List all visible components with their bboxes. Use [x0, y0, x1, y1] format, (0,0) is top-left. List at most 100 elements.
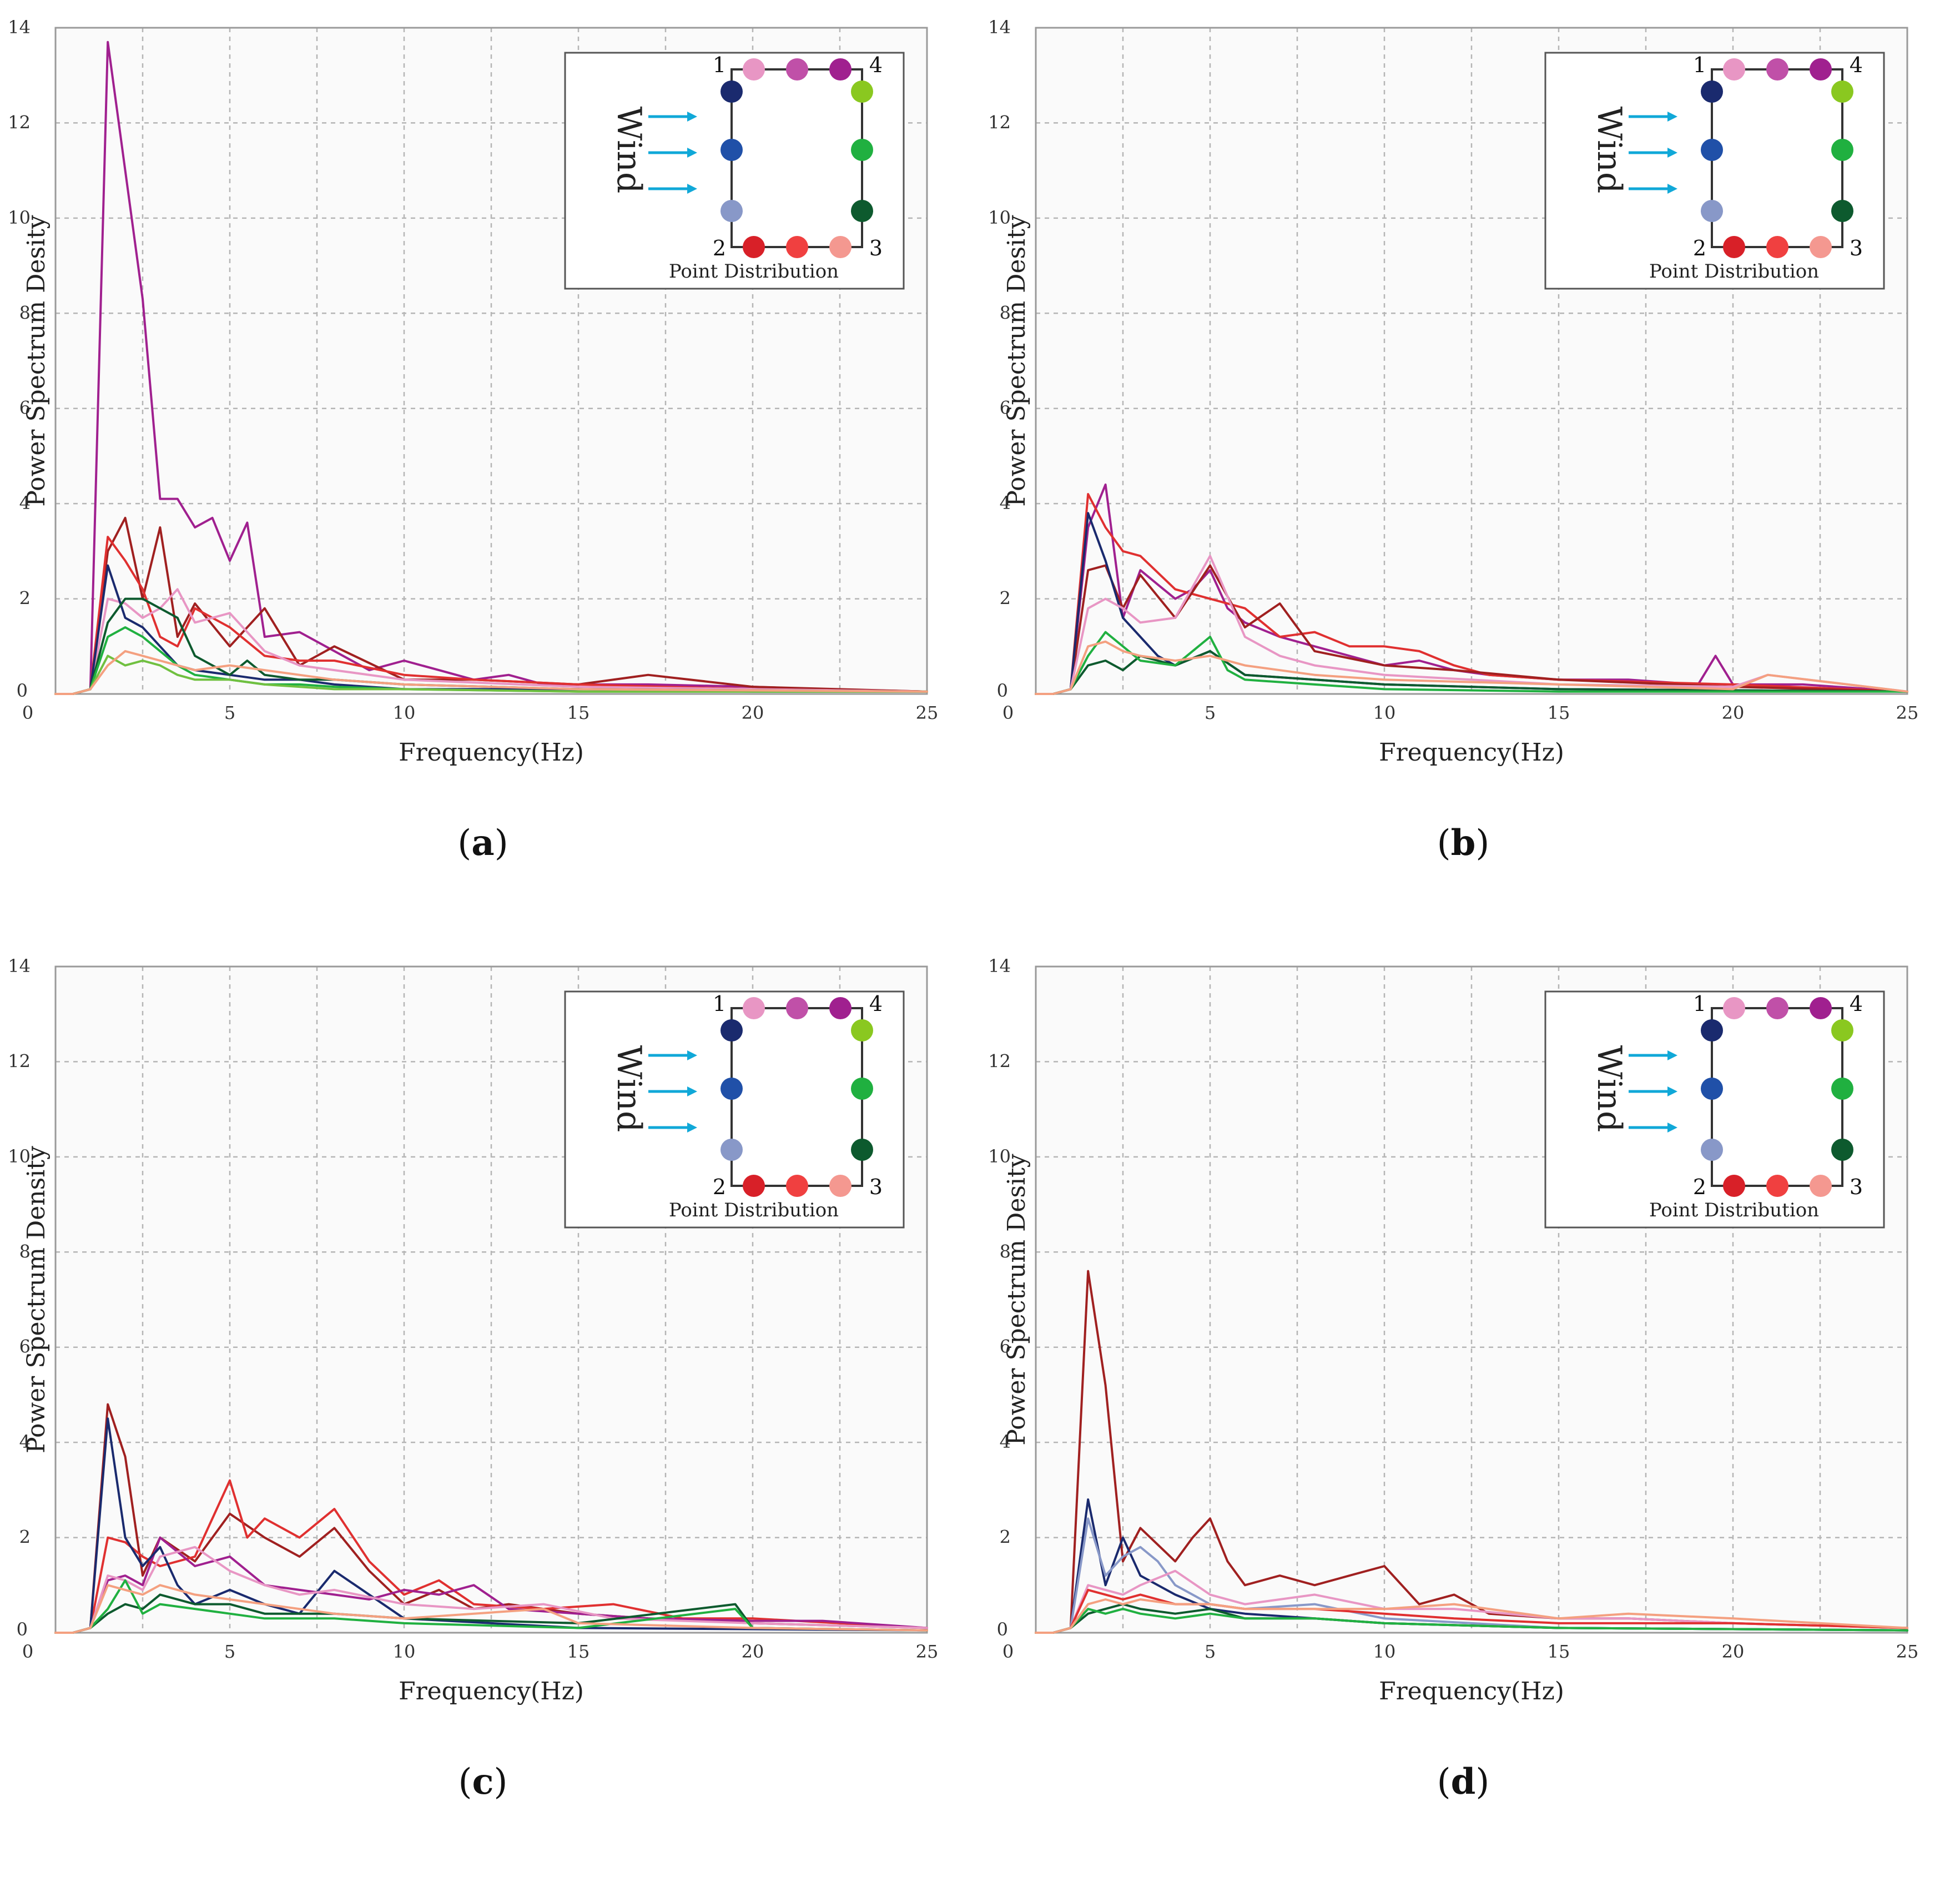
x-tick-label: 0: [1002, 702, 1014, 723]
panel-label: (b): [1437, 822, 1490, 864]
y-tick-label: 12: [8, 1050, 31, 1071]
x-tick-label: 25: [916, 702, 939, 723]
y-tick-label: 0: [17, 1619, 28, 1640]
point-dot-bottom: [743, 1175, 765, 1197]
y-axis-label: Power Spectrum Desity: [22, 215, 51, 506]
y-tick-label: 4: [19, 1431, 31, 1452]
point-dot-left: [1701, 1019, 1723, 1041]
point-dot-right: [851, 80, 873, 103]
x-tick-label: 5: [1205, 702, 1216, 723]
legend-caption: Point Distribution: [669, 260, 839, 283]
y-tick-label: 2: [1000, 1527, 1011, 1548]
y-tick-label: 4: [19, 492, 31, 514]
y-axis-label: Power Spectrum Desity: [1002, 215, 1031, 506]
panel-c: 0 5 10 15 20 25 0 2 4 6 8 10 12 14 Frequency(Hz) Power …: [0, 939, 980, 1877]
x-tick-label: 5: [224, 1641, 235, 1662]
corner-label-3: 3: [869, 236, 883, 260]
y-tick-label: 2: [1000, 588, 1011, 609]
series-line-salmon: [54, 1584, 928, 1634]
series-line-salmon: [54, 650, 928, 695]
point-dot-bottom: [1766, 236, 1788, 258]
point-dot-left: [1701, 200, 1723, 222]
point-dot-right: [851, 139, 873, 161]
y-tick-label: 12: [8, 112, 31, 133]
point-dot-top: [1766, 58, 1788, 80]
plot-frame: [54, 27, 928, 695]
legend-inset: Wind 1 2 3 4 Point Distribution: [564, 990, 905, 1229]
y-tick-label: 14: [988, 955, 1011, 977]
series-line-red: [54, 1479, 928, 1634]
series-line-dark-red: [54, 1403, 928, 1634]
wind-arrow-head: [687, 1086, 697, 1096]
plot-frame: [1035, 965, 1908, 1634]
point-dot-top: [1766, 997, 1788, 1019]
y-tick-label: 12: [988, 1050, 1011, 1071]
wind-label: Wind: [609, 107, 648, 194]
point-dot-left: [720, 139, 743, 161]
y-tick-label: 6: [1000, 1336, 1011, 1357]
point-dot-bottom: [786, 236, 808, 258]
x-tick-label: 10: [393, 1641, 416, 1662]
point-dot-bottom: [829, 1175, 851, 1197]
corner-label-3: 3: [1850, 236, 1863, 260]
point-dot-right: [1831, 1078, 1853, 1100]
point-dot-left: [720, 80, 743, 103]
x-tick-label: 0: [22, 702, 33, 723]
corner-label-4: 4: [1850, 53, 1863, 77]
wind-arrow-head: [1667, 184, 1677, 194]
corner-label-4: 4: [869, 992, 883, 1016]
point-dot-top: [786, 997, 808, 1019]
wind-arrow-head: [1667, 1123, 1677, 1133]
corner-label-1: 1: [1693, 53, 1706, 77]
x-tick-label: 10: [393, 702, 416, 723]
series-line-dark-green: [54, 1593, 928, 1634]
y-tick-label: 0: [997, 680, 1008, 701]
point-dot-right: [1831, 139, 1853, 161]
y-tick-label: 8: [19, 302, 31, 323]
series-line-pink: [54, 588, 928, 695]
point-dot-right: [1831, 1019, 1853, 1041]
point-dot-bottom: [1766, 1175, 1788, 1197]
series-line-salmon: [1035, 640, 1908, 695]
series-line-green: [1035, 631, 1908, 695]
x-tick-label: 25: [1896, 1641, 1919, 1662]
point-dot-top: [829, 58, 851, 80]
point-dot-top: [829, 997, 851, 1019]
wind-arrow-head: [687, 184, 697, 194]
point-dot-right: [851, 1019, 873, 1041]
panel-a: 0 5 10 15 20 25 0 2 4 6 8 10 12 14 Frequency(Hz) Power …: [0, 0, 980, 938]
series-line-dark-red: [1035, 564, 1908, 695]
point-dot-left: [1701, 80, 1723, 103]
wind-label: Wind: [609, 1045, 648, 1133]
x-tick-label: 5: [224, 702, 235, 723]
point-dot-bottom: [1810, 1175, 1832, 1197]
wind-label: Wind: [1590, 107, 1629, 194]
wind-arrow-head: [687, 148, 697, 158]
wind-arrow-head: [1667, 1050, 1677, 1060]
x-tick-label: 15: [567, 1641, 590, 1662]
y-tick-label: 2: [19, 588, 31, 609]
x-tick-label: 25: [1896, 702, 1919, 723]
y-axis-label: Power Spectrum Desity: [1002, 1154, 1031, 1445]
point-dot-right: [1831, 1139, 1853, 1161]
point-dot-bottom: [1810, 236, 1832, 258]
y-tick-label: 10: [988, 1146, 1011, 1167]
wind-arrow-head: [1667, 148, 1677, 158]
x-axis-label: Frequency(Hz): [399, 1677, 584, 1705]
corner-label-4: 4: [1850, 992, 1863, 1016]
y-tick-label: 14: [8, 17, 31, 38]
point-dot-right: [851, 1139, 873, 1161]
corner-label-3: 3: [1850, 1175, 1863, 1199]
corner-label-3: 3: [869, 1175, 883, 1199]
panel-label: (d): [1437, 1761, 1490, 1803]
wind-arrow-head: [1667, 1086, 1677, 1096]
plot-frame: [1035, 27, 1908, 695]
point-dot-left: [720, 1019, 743, 1041]
wind-arrow-head: [687, 112, 697, 122]
chart-svg: 0 5 10 15 20 2502468101214Frequency(Hz)Power …: [988, 17, 1919, 864]
y-tick-label: 6: [19, 1336, 31, 1357]
panel-b: 0 5 10 15 20 25 0 2 4 6 8 10 12 14 Frequency(Hz) Power …: [980, 0, 1960, 938]
x-tick-label: 20: [1722, 702, 1745, 723]
panel-d: 0 5 10 15 20 25 0 2 4 6 8 10 12 14 Frequency(Hz) Power …: [980, 939, 1960, 1877]
legend-inset: Wind 1 2 3 4 Point Distribution: [1544, 52, 1885, 290]
